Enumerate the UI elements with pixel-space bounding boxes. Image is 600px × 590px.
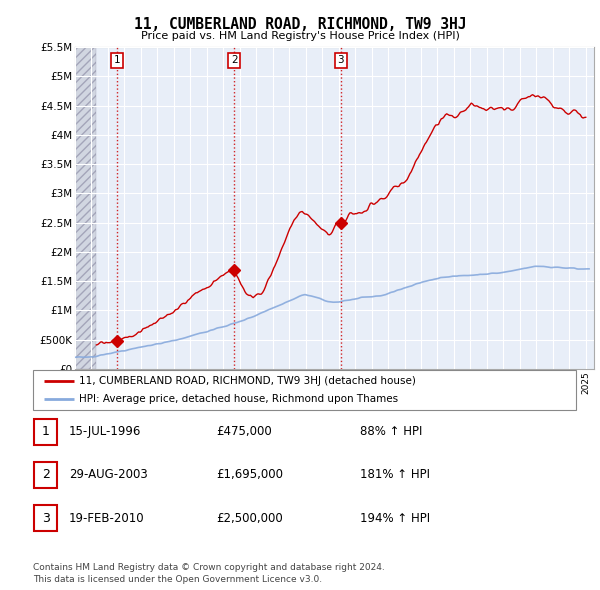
Text: 15-JUL-1996: 15-JUL-1996: [69, 425, 142, 438]
Text: 1: 1: [41, 425, 50, 438]
Text: 88% ↑ HPI: 88% ↑ HPI: [360, 425, 422, 438]
Text: 11, CUMBERLAND ROAD, RICHMOND, TW9 3HJ: 11, CUMBERLAND ROAD, RICHMOND, TW9 3HJ: [134, 17, 466, 31]
Text: 19-FEB-2010: 19-FEB-2010: [69, 512, 145, 525]
FancyBboxPatch shape: [34, 419, 57, 445]
FancyBboxPatch shape: [34, 504, 57, 531]
Text: £2,500,000: £2,500,000: [216, 512, 283, 525]
Text: 181% ↑ HPI: 181% ↑ HPI: [360, 468, 430, 481]
Text: 3: 3: [41, 512, 50, 525]
FancyBboxPatch shape: [34, 461, 57, 489]
Text: 29-AUG-2003: 29-AUG-2003: [69, 468, 148, 481]
FancyBboxPatch shape: [33, 370, 576, 410]
Text: 194% ↑ HPI: 194% ↑ HPI: [360, 512, 430, 525]
Text: 11, CUMBERLAND ROAD, RICHMOND, TW9 3HJ (detached house): 11, CUMBERLAND ROAD, RICHMOND, TW9 3HJ (…: [79, 376, 416, 386]
Text: Contains HM Land Registry data © Crown copyright and database right 2024.
This d: Contains HM Land Registry data © Crown c…: [33, 563, 385, 584]
Text: £475,000: £475,000: [216, 425, 272, 438]
Bar: [75, 47, 97, 369]
Text: £1,695,000: £1,695,000: [216, 468, 283, 481]
Text: 2: 2: [231, 55, 238, 65]
Text: HPI: Average price, detached house, Richmond upon Thames: HPI: Average price, detached house, Rich…: [79, 394, 398, 404]
Text: 1: 1: [113, 55, 120, 65]
Text: 2: 2: [41, 468, 50, 481]
Text: 3: 3: [337, 55, 344, 65]
Text: Price paid vs. HM Land Registry's House Price Index (HPI): Price paid vs. HM Land Registry's House …: [140, 31, 460, 41]
